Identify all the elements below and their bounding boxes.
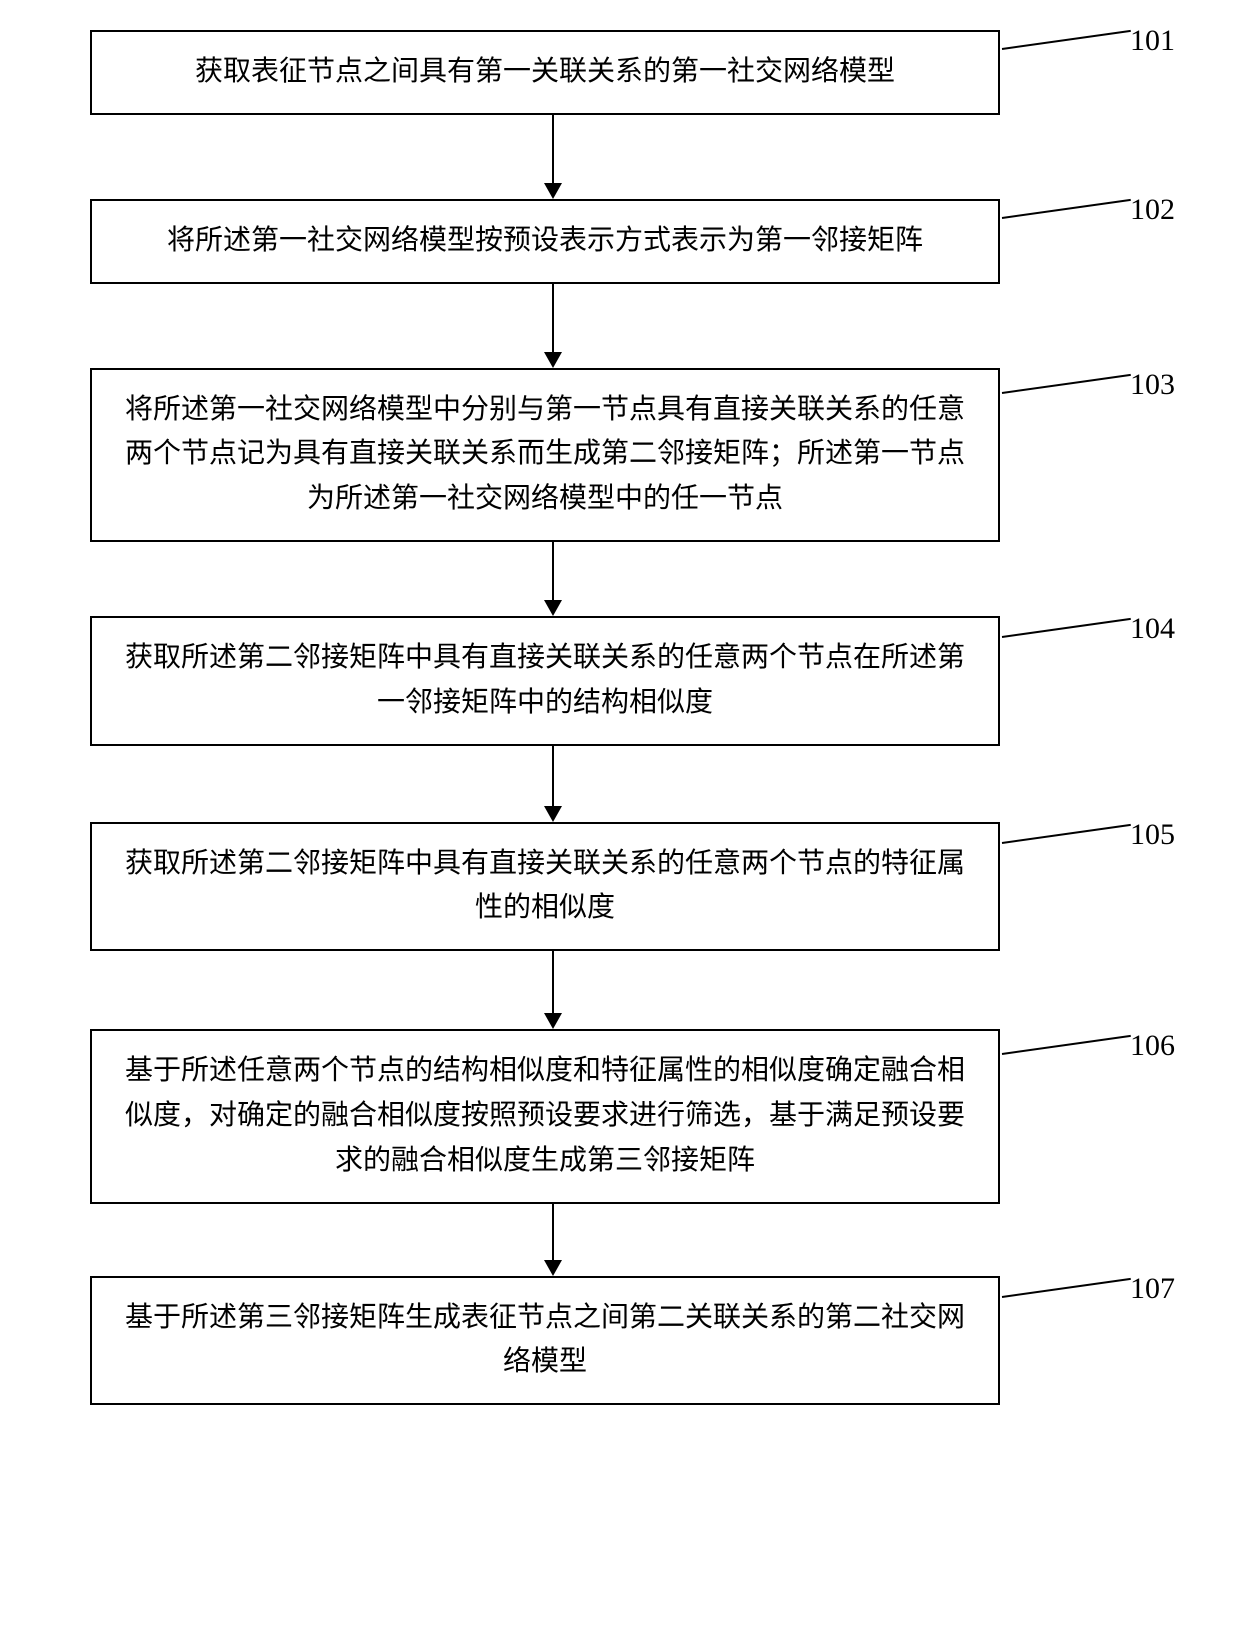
arrow-3 xyxy=(40,542,1200,616)
step-box-104: 获取所述第二邻接矩阵中具有直接关联关系的任意两个节点在所述第一邻接矩阵中的结构相… xyxy=(90,616,1000,746)
step-label-107: 107 xyxy=(1130,1272,1175,1306)
step-text: 基于所述任意两个节点的结构相似度和特征属性的相似度确定融合相似度，对确定的融合相… xyxy=(122,1049,968,1183)
arrow-line xyxy=(552,542,554,600)
arrow-2 xyxy=(40,284,1200,368)
arrow-4 xyxy=(40,746,1200,822)
connector-line xyxy=(1002,823,1131,843)
arrow-1 xyxy=(40,115,1200,199)
arrow-head-icon xyxy=(544,1013,562,1029)
connector-line xyxy=(1002,30,1131,50)
arrow-head-icon xyxy=(544,1260,562,1276)
connector-line xyxy=(1002,374,1131,394)
step-label-103: 103 xyxy=(1130,368,1175,402)
step-box-101: 获取表征节点之间具有第一关联关系的第一社交网络模型 xyxy=(90,30,1000,115)
connector-line xyxy=(1002,1277,1131,1297)
step-text: 将所述第一社交网络模型按预设表示方式表示为第一邻接矩阵 xyxy=(167,219,923,264)
step-row-103: 将所述第一社交网络模型中分别与第一节点具有直接关联关系的任意两个节点记为具有直接… xyxy=(40,368,1200,542)
step-box-103: 将所述第一社交网络模型中分别与第一节点具有直接关联关系的任意两个节点记为具有直接… xyxy=(90,368,1000,542)
step-box-105: 获取所述第二邻接矩阵中具有直接关联关系的任意两个节点的特征属性的相似度 xyxy=(90,822,1000,952)
arrow-head-icon xyxy=(544,600,562,616)
step-label-104: 104 xyxy=(1130,612,1175,646)
arrow-line xyxy=(552,746,554,806)
arrow-line xyxy=(552,951,554,1013)
arrow-line xyxy=(552,284,554,352)
step-row-101: 获取表征节点之间具有第一关联关系的第一社交网络模型101 xyxy=(40,30,1200,115)
step-box-107: 基于所述第三邻接矩阵生成表征节点之间第二关联关系的第二社交网络模型 xyxy=(90,1276,1000,1406)
arrow-line xyxy=(552,115,554,183)
arrow-6 xyxy=(40,1204,1200,1276)
flowchart-container: 获取表征节点之间具有第一关联关系的第一社交网络模型101 将所述第一社交网络模型按… xyxy=(40,30,1200,1405)
step-row-104: 获取所述第二邻接矩阵中具有直接关联关系的任意两个节点在所述第一邻接矩阵中的结构相… xyxy=(40,616,1200,746)
step-label-106: 106 xyxy=(1130,1029,1175,1063)
arrow-head-icon xyxy=(544,352,562,368)
arrow-head-icon xyxy=(544,183,562,199)
step-label-101: 101 xyxy=(1130,24,1175,58)
step-text: 获取所述第二邻接矩阵中具有直接关联关系的任意两个节点的特征属性的相似度 xyxy=(122,842,968,932)
arrow-head-icon xyxy=(544,806,562,822)
step-row-106: 基于所述任意两个节点的结构相似度和特征属性的相似度确定融合相似度，对确定的融合相… xyxy=(40,1029,1200,1203)
step-text: 获取所述第二邻接矩阵中具有直接关联关系的任意两个节点在所述第一邻接矩阵中的结构相… xyxy=(122,636,968,726)
step-row-105: 获取所述第二邻接矩阵中具有直接关联关系的任意两个节点的特征属性的相似度105 xyxy=(40,822,1200,952)
connector-line xyxy=(1002,618,1131,638)
step-box-102: 将所述第一社交网络模型按预设表示方式表示为第一邻接矩阵 xyxy=(90,199,1000,284)
step-row-102: 将所述第一社交网络模型按预设表示方式表示为第一邻接矩阵102 xyxy=(40,199,1200,284)
arrow-line xyxy=(552,1204,554,1260)
step-label-105: 105 xyxy=(1130,818,1175,852)
step-row-107: 基于所述第三邻接矩阵生成表征节点之间第二关联关系的第二社交网络模型107 xyxy=(40,1276,1200,1406)
step-label-102: 102 xyxy=(1130,193,1175,227)
step-text: 将所述第一社交网络模型中分别与第一节点具有直接关联关系的任意两个节点记为具有直接… xyxy=(122,388,968,522)
step-text: 基于所述第三邻接矩阵生成表征节点之间第二关联关系的第二社交网络模型 xyxy=(122,1296,968,1386)
step-box-106: 基于所述任意两个节点的结构相似度和特征属性的相似度确定融合相似度，对确定的融合相… xyxy=(90,1029,1000,1203)
arrow-5 xyxy=(40,951,1200,1029)
step-text: 获取表征节点之间具有第一关联关系的第一社交网络模型 xyxy=(195,50,895,95)
connector-line xyxy=(1002,199,1131,219)
connector-line xyxy=(1002,1035,1131,1055)
